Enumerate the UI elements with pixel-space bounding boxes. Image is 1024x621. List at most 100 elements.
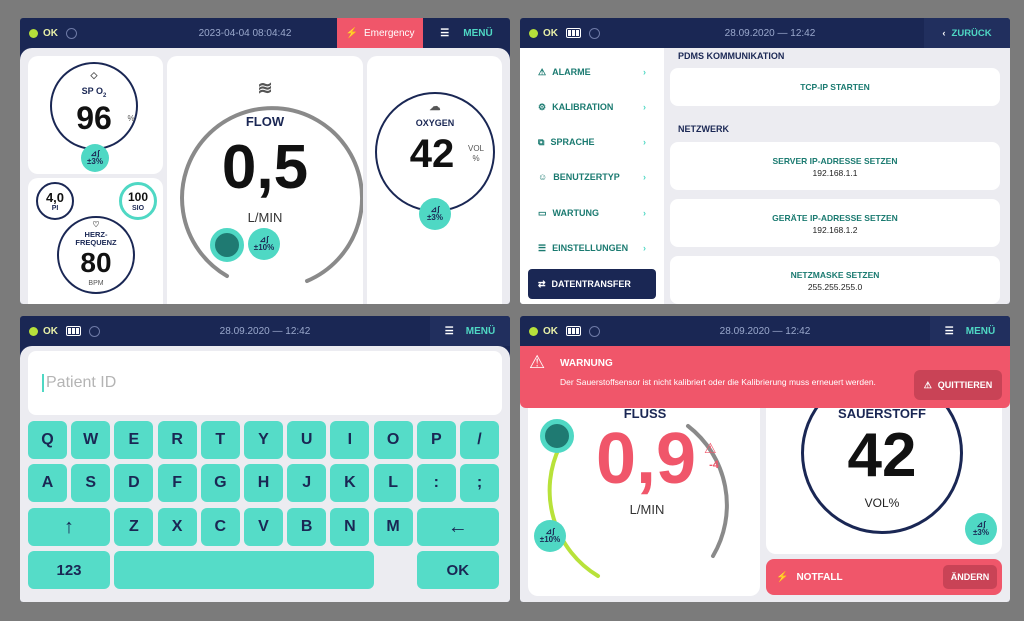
numeric-key[interactable]: 123 xyxy=(28,551,110,589)
ok-key[interactable]: OK xyxy=(416,551,499,589)
oxygen-unit: VOL% xyxy=(467,144,484,163)
menu-item-wartung[interactable]: ▭ WARTUNG › xyxy=(538,207,646,219)
flow-icon: ≋ xyxy=(257,78,273,98)
oxygen-tolerance-badge[interactable]: ⊿ʃ ±3% xyxy=(419,198,451,230)
menu-item-benutzertyp[interactable]: ☺ BENUTZERTYP › xyxy=(538,172,646,182)
pi-value: 4,0 xyxy=(45,190,65,205)
key-4[interactable]: T xyxy=(200,421,240,459)
key-1[interactable]: W xyxy=(71,421,111,459)
settings-content: ⚠ ALARME › ⚙ KALIBRATION › ⧉ SPRACHE › ☺ BENUTZ… xyxy=(520,48,1010,304)
status-text: OK xyxy=(543,27,558,39)
key-15[interactable]: G xyxy=(200,464,240,502)
key-28[interactable]: M xyxy=(373,508,413,546)
key-10[interactable]: / xyxy=(460,421,499,459)
top-bar: OK 28.09.2020 — 12:42 ☰ MENÜ xyxy=(520,316,1010,346)
key-22[interactable]: Z xyxy=(114,508,154,546)
sliders-icon: ☰ xyxy=(444,325,454,337)
key-23[interactable]: X xyxy=(157,508,197,546)
tcp-ip-start-button[interactable]: TCP-IP STARTEN xyxy=(670,68,1000,106)
warning-text: Der Sauerstoffsensor ist nicht kalibrier… xyxy=(560,377,876,387)
change-button[interactable]: ÄNDERN xyxy=(943,565,997,589)
key-11[interactable]: A xyxy=(28,464,67,502)
patient-id-input[interactable]: Patient ID xyxy=(28,351,502,415)
key-5[interactable]: Y xyxy=(244,421,283,459)
acknowledge-button[interactable]: ⚠ QUITTIEREN xyxy=(914,370,1002,400)
menu-item-datentransfer[interactable]: ⇄ DATENTRANSFER xyxy=(528,269,656,299)
flow-unit: L/MIN xyxy=(247,210,283,225)
datetime: 28.09.2020 — 12:42 xyxy=(719,325,811,337)
key-2[interactable]: E xyxy=(114,421,154,459)
key-16[interactable]: H xyxy=(244,464,283,502)
menu-item-kalibration[interactable]: ⚙ KALIBRATION › xyxy=(538,101,646,113)
back-button[interactable]: ‹ ZURÜCK xyxy=(924,18,1010,48)
warning-title: WARNUNG xyxy=(560,358,613,369)
heart-unit: BPM xyxy=(88,280,104,287)
device-ip-button[interactable]: GERÄTE IP-ADRESSE SETZEN 192.168.1.2 xyxy=(670,199,1000,247)
lightning-icon: ⚡ xyxy=(776,571,789,583)
emergency-button[interactable]: ⚡ Emergency xyxy=(337,18,423,48)
key-6[interactable]: U xyxy=(287,421,327,459)
space-key[interactable] xyxy=(114,551,374,589)
spo2-tolerance-badge[interactable]: ⊿ʃ ±3% xyxy=(81,144,109,172)
key-27[interactable]: N xyxy=(330,508,370,546)
menu-button[interactable]: ☰ MENÜ xyxy=(423,18,510,48)
fluss-slider-handle[interactable] xyxy=(540,419,574,453)
flow-card xyxy=(167,56,363,304)
menu-button[interactable]: ☰ MENÜ xyxy=(930,316,1010,346)
sauerstoff-tolerance-badge[interactable]: ⊿ʃ ±3% xyxy=(965,513,997,545)
panel-warning: OK 28.09.2020 — 12:42 ☰ MENÜ FLUSS 0,9 ⚠… xyxy=(520,316,1010,602)
key-12[interactable]: S xyxy=(71,464,111,502)
patient-id-placeholder: Patient ID xyxy=(46,374,117,391)
status-text: OK xyxy=(43,27,58,39)
heart-value: 80 xyxy=(80,247,112,278)
sliders-icon: ☰ xyxy=(440,27,450,39)
cloud-icon: ☁ xyxy=(429,101,441,113)
status-indicator-icon xyxy=(29,326,38,336)
server-ip-value: 192.168.1.1 xyxy=(812,168,858,178)
key-3[interactable]: R xyxy=(157,421,197,459)
sauerstoff-value: 42 xyxy=(847,421,917,490)
settings-menu xyxy=(520,48,664,304)
key-7[interactable]: I xyxy=(330,421,370,459)
sliders-icon: ☰ xyxy=(944,325,954,337)
flow-slider-handle[interactable] xyxy=(210,228,244,262)
key-0[interactable]: Q xyxy=(28,421,67,459)
key-26[interactable]: B xyxy=(287,508,327,546)
settings-icon: ☰ xyxy=(538,242,547,253)
transfer-icon: ⇄ xyxy=(538,278,546,289)
heart-label: HERZ- FREQUENZ xyxy=(75,230,117,247)
key-19[interactable]: L xyxy=(373,464,413,502)
menu-item-sprache[interactable]: ⧉ SPRACHE › xyxy=(538,136,646,148)
key-14[interactable]: F xyxy=(157,464,197,502)
key-9[interactable]: P xyxy=(416,421,456,459)
sauerstoff-label: SAUERSTOFF xyxy=(838,406,926,421)
status-indicator-icon xyxy=(29,28,38,38)
menu-button[interactable]: ☰ MENÜ xyxy=(430,316,510,346)
server-ip-button[interactable]: SERVER IP-ADRESSE SETZEN 192.168.1.1 xyxy=(670,142,1000,190)
chevron-right-icon: › xyxy=(643,137,646,147)
key-17[interactable]: J xyxy=(287,464,327,502)
oxygen-value: 42 xyxy=(409,132,455,176)
menu-item-alarme[interactable]: ⚠ ALARME › xyxy=(538,66,646,78)
spo2-label: SP O2 xyxy=(81,86,107,99)
key-13[interactable]: D xyxy=(114,464,154,502)
shift-key[interactable]: ↑ xyxy=(28,508,110,546)
flow-gauge xyxy=(180,106,363,283)
key-20[interactable]: : xyxy=(416,464,456,502)
spo2-unit: % xyxy=(127,114,135,123)
tolerance-icon: ⊿ʃ xyxy=(545,527,555,536)
key-8[interactable]: O xyxy=(373,421,413,459)
panel-monitor-overview: OK 2023-04-04 08:04:42 ⚡ Emergency ☰ MEN… xyxy=(20,18,510,304)
key-25[interactable]: V xyxy=(244,508,283,546)
key-24[interactable]: C xyxy=(200,508,240,546)
netmask-button[interactable]: NETZMASKE SETZEN 255.255.255.0 xyxy=(670,256,1000,304)
key-21[interactable]: ; xyxy=(460,464,499,502)
key-18[interactable]: K xyxy=(330,464,370,502)
fluss-tolerance-badge[interactable]: ⊿ʃ ±10% xyxy=(534,520,566,552)
sio-value: 100 xyxy=(127,190,149,204)
warning-triangle-icon: ⚠ xyxy=(529,352,546,372)
menu-item-einstellungen[interactable]: ☰ EINSTELLUNGEN › xyxy=(538,242,646,254)
flow-label: FLOW xyxy=(245,114,285,129)
flow-tolerance-badge[interactable]: ⊿ʃ ±10% xyxy=(248,228,280,260)
backspace-key[interactable]: ← xyxy=(416,508,499,546)
